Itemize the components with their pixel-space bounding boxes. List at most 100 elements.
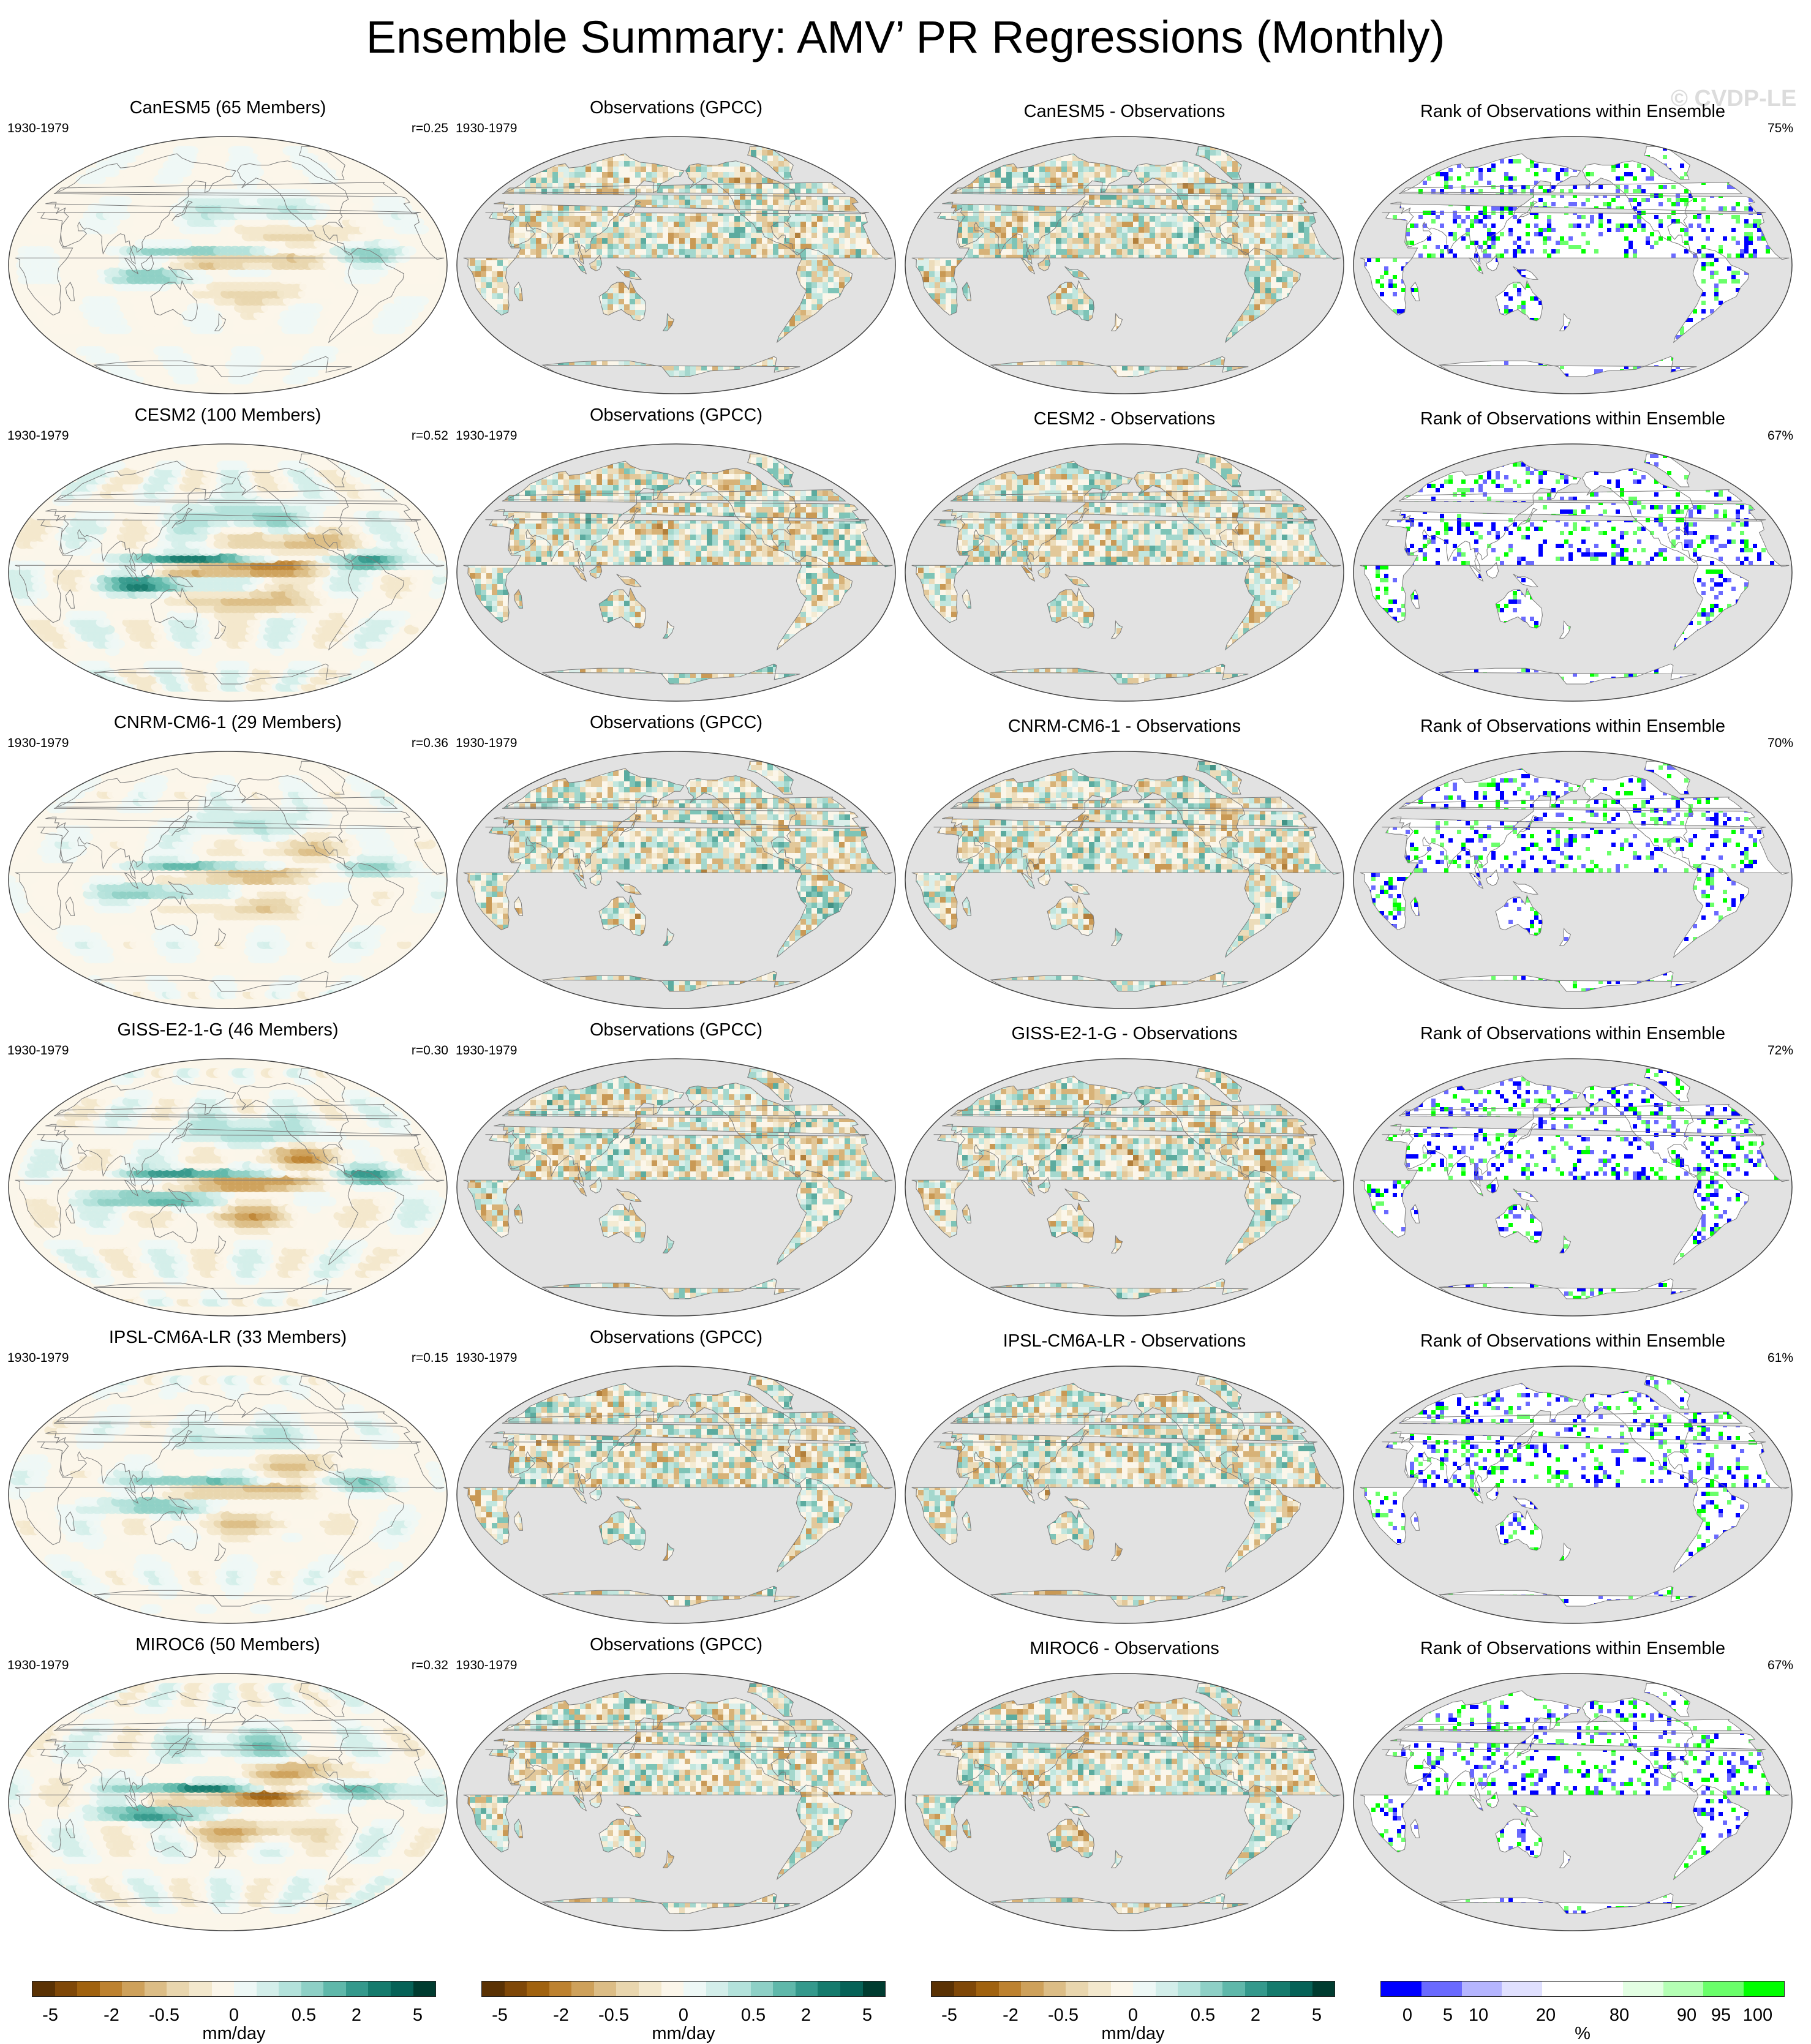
panel-title: CESM2 - Observations: [902, 409, 1347, 429]
diff-map: [902, 1056, 1347, 1319]
colorbar-swatch: [1200, 1982, 1223, 1996]
rank-map: [1350, 1056, 1796, 1319]
colorbar-tick: 0: [1128, 2005, 1138, 2026]
colorbar-tick: -0.5: [1048, 2005, 1079, 2026]
panel-title: Rank of Observations within Ensemble: [1350, 1024, 1796, 1044]
colorbar-tick: -0.5: [598, 2005, 629, 2026]
diff-panel: CNRM-CM6-1 - Observations: [902, 713, 1347, 1019]
panel-title: Rank of Observations within Ensemble: [1350, 102, 1796, 122]
colorbar-tick: -0.5: [149, 2005, 179, 2026]
colorbar-swatches: [481, 1981, 886, 1997]
colorbar-swatch: [571, 1982, 594, 1996]
panel-title: Rank of Observations within Ensemble: [1350, 409, 1796, 429]
colorbar-swatch: [728, 1982, 751, 1996]
model-map: [5, 1056, 451, 1319]
colorbar-tick: 0: [229, 2005, 239, 2026]
colorbar-swatch: [840, 1982, 863, 1996]
page-title: Ensemble Summary: AMV’ PR Regressions (M…: [0, 11, 1811, 63]
colorbar-swatch: [301, 1982, 324, 1996]
colorbar-swatch: [1088, 1982, 1111, 1996]
obs-panel: Observations (GPCC)1930-1979: [453, 1020, 899, 1326]
panel-title: Observations (GPCC): [453, 1328, 899, 1348]
colorbar-swatch: [234, 1982, 257, 1996]
colorbar-tick: 100: [1743, 2005, 1772, 2026]
diff-map: [902, 133, 1347, 397]
panel-title: CESM2 (100 Members): [5, 405, 451, 426]
colorbar-tick: 0: [679, 2005, 688, 2026]
colorbar-swatch: [1502, 1982, 1542, 1996]
colorbar-swatch: [167, 1982, 189, 1996]
rank-map: [1350, 133, 1796, 397]
model-map: [5, 1670, 451, 1934]
colorbar-swatch: [1744, 1982, 1784, 1996]
colorbar-swatch: [796, 1982, 818, 1996]
panel-title: MIROC6 - Observations: [902, 1639, 1347, 1659]
obs-panel: Observations (GPCC)1930-1979: [453, 405, 899, 712]
colorbar-swatch: [706, 1982, 729, 1996]
panel-title: Rank of Observations within Ensemble: [1350, 716, 1796, 737]
panel-title: Observations (GPCC): [453, 405, 899, 426]
diff-map: [902, 441, 1347, 704]
obs-panel: Observations (GPCC)1930-1979: [453, 713, 899, 1019]
colorbar-swatches: [32, 1981, 436, 1997]
diff-panel: GISS-E2-1-G - Observations: [902, 1020, 1347, 1326]
panel-title: Observations (GPCC): [453, 1020, 899, 1040]
panel-title: CNRM-CM6-1 - Observations: [902, 716, 1347, 737]
panel-title: CanESM5 (65 Members): [5, 98, 451, 118]
colorbar-swatch: [145, 1982, 167, 1996]
colorbar-tick: 0.5: [292, 2005, 316, 2026]
colorbar-swatch: [1267, 1982, 1290, 1996]
colorbar-swatch: [482, 1982, 505, 1996]
diff-panel: CanESM5 - Observations: [902, 98, 1347, 404]
colorbar-tick: 2: [801, 2005, 811, 2026]
panel-title: Observations (GPCC): [453, 1635, 899, 1655]
model-map: [5, 1363, 451, 1626]
obs-panel: Observations (GPCC)1930-1979: [453, 1635, 899, 1941]
diff-panel: CESM2 - Observations: [902, 405, 1347, 712]
colorbar-tick: 95: [1711, 2005, 1731, 2026]
colorbar-swatch: [1462, 1982, 1502, 1996]
colorbar-swatch: [1044, 1982, 1066, 1996]
obs-map: [453, 748, 899, 1012]
colorbar-tick: 5: [862, 2005, 872, 2026]
colorbar-swatch: [954, 1982, 977, 1996]
panel-title: CNRM-CM6-1 (29 Members): [5, 713, 451, 733]
panel-title: GISS-E2-1-G (46 Members): [5, 1020, 451, 1040]
colorbar-tick: 5: [413, 2005, 423, 2026]
colorbar-tick: -5: [941, 2005, 957, 2026]
colorbar-swatch: [661, 1982, 684, 1996]
colorbar-swatch: [189, 1982, 212, 1996]
colorbar-swatch: [257, 1982, 279, 1996]
colorbar-tick: -5: [492, 2005, 508, 2026]
colorbar-swatch: [616, 1982, 639, 1996]
panel-title: MIROC6 (50 Members): [5, 1635, 451, 1655]
panel-title: CanESM5 - Observations: [902, 102, 1347, 122]
colorbar-swatch: [594, 1982, 617, 1996]
obs-map: [453, 441, 899, 704]
model-map: [5, 441, 451, 704]
colorbar-tick: 90: [1677, 2005, 1696, 2026]
colorbar-swatch: [1381, 1982, 1421, 1996]
colorbar-tick: 80: [1610, 2005, 1629, 2026]
rank-map: [1350, 1670, 1796, 1934]
colorbar-swatch: [77, 1982, 100, 1996]
colorbar-swatch: [1703, 1982, 1744, 1996]
colorbar-swatch: [773, 1982, 796, 1996]
colorbar-tick: 0.5: [1191, 2005, 1215, 2026]
colorbar-tick: -2: [104, 2005, 119, 2026]
colorbar-swatch: [279, 1982, 301, 1996]
model-map: [5, 133, 451, 397]
colorbar-tick: 20: [1536, 2005, 1556, 2026]
panel-title: GISS-E2-1-G - Observations: [902, 1024, 1347, 1044]
colorbar-swatch: [1156, 1982, 1178, 1996]
panel-title: Rank of Observations within Ensemble: [1350, 1639, 1796, 1659]
obs-map: [453, 1056, 899, 1319]
panel-title: Observations (GPCC): [453, 98, 899, 118]
